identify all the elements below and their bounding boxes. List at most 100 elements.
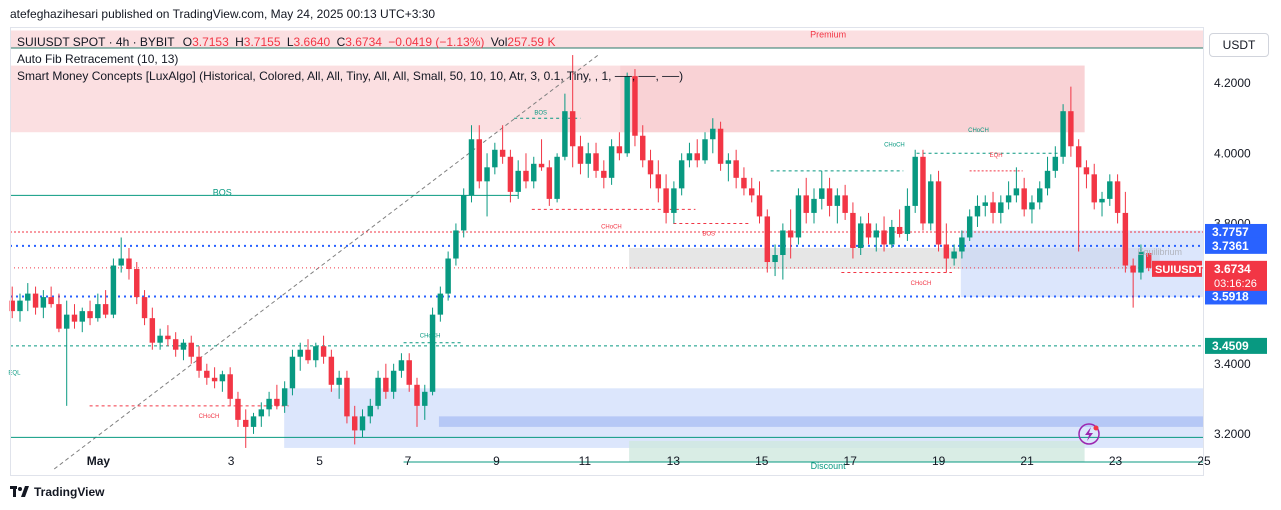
candle	[414, 377, 420, 427]
candle-body	[507, 156, 514, 192]
candle-body	[1013, 188, 1020, 196]
candle	[640, 125, 646, 168]
candle	[974, 195, 981, 227]
candle-body	[398, 360, 405, 371]
candle-body	[118, 258, 124, 266]
candle	[904, 188, 911, 241]
candle	[920, 149, 926, 231]
candle-body	[1130, 265, 1136, 273]
candle-body	[235, 398, 241, 420]
candle	[678, 153, 685, 196]
candle	[834, 188, 841, 224]
candle-body	[204, 370, 210, 378]
candle-body	[95, 304, 101, 319]
candle	[741, 167, 747, 196]
candle	[211, 367, 218, 389]
lightning-icon-ring	[1078, 423, 1100, 445]
candle-body	[850, 212, 856, 248]
currency-button[interactable]: USDT	[1209, 33, 1269, 57]
symbol-label[interactable]: SUIUSDT SPOT · 4h · BYBIT	[17, 35, 175, 49]
candle	[32, 286, 39, 315]
candle	[110, 258, 117, 319]
candle-body	[748, 188, 755, 196]
x-tick-label: 13	[667, 454, 681, 468]
y-tick-label: 4.2000	[1214, 76, 1251, 90]
candle	[1083, 160, 1090, 189]
candle	[577, 135, 584, 175]
candle-body	[289, 356, 296, 389]
high-value: 3.7155	[243, 35, 281, 49]
indicator-smc[interactable]: Smart Money Concepts [LuxAlgo] (Historic…	[17, 69, 684, 83]
candle	[772, 244, 778, 277]
candle-body	[733, 160, 739, 178]
y-tick-label: 3.4000	[1214, 357, 1251, 371]
candle-body	[32, 293, 39, 308]
candle	[320, 335, 327, 364]
order-block-bear	[620, 65, 1085, 133]
candle	[655, 160, 662, 203]
candle	[865, 212, 872, 245]
price-label-bg	[1205, 288, 1267, 305]
candle-body	[896, 226, 903, 234]
candle-body	[593, 153, 599, 171]
indicator-fib[interactable]: Auto Fib Retracement (10, 13)	[17, 52, 179, 66]
candle-body	[577, 146, 584, 164]
candle	[196, 346, 202, 378]
candle-body	[149, 318, 156, 343]
annotation-eqh: EQH	[990, 153, 1003, 159]
candle	[188, 335, 194, 364]
candle-body	[219, 374, 226, 382]
candle-body	[172, 339, 179, 350]
candle-body	[375, 377, 381, 406]
candle-body	[710, 128, 716, 140]
candle-body	[40, 297, 47, 308]
candle	[429, 307, 436, 396]
candle	[593, 142, 599, 178]
price-label-bg	[1205, 237, 1267, 254]
annotation-choch: CHoCH	[199, 414, 220, 420]
candle	[95, 293, 101, 322]
annotation-discount: Discount	[811, 461, 847, 471]
annotation-choch: CHoCH	[968, 128, 989, 134]
candle	[1013, 167, 1020, 203]
candle	[336, 370, 342, 399]
candle-body	[157, 335, 163, 343]
publisher-line: atefeghazihesari published on TradingVie…	[10, 7, 436, 21]
candle-body	[756, 195, 763, 217]
volume-label: Vol	[490, 35, 508, 49]
candle-body	[655, 174, 662, 189]
close-label: C	[336, 35, 346, 49]
candle-body	[531, 163, 537, 182]
candle	[243, 409, 249, 448]
candle-body	[834, 195, 841, 206]
candle-body	[803, 195, 809, 213]
candle-body	[63, 314, 70, 329]
candle-body	[110, 265, 117, 315]
x-tick-label: 9	[493, 454, 500, 468]
lightning-icon[interactable]	[1078, 423, 1100, 445]
candle	[180, 339, 187, 361]
candle-body	[422, 391, 428, 406]
candle-body	[686, 153, 693, 161]
candle	[204, 363, 210, 385]
candle-body	[780, 230, 786, 256]
x-tick-label: 3	[228, 454, 235, 468]
candle	[1021, 177, 1027, 217]
candle-body	[328, 356, 335, 385]
candle-body	[266, 398, 272, 410]
candle-body	[694, 153, 700, 161]
tradingview-footer[interactable]: TradingView	[10, 485, 104, 499]
candle-body	[647, 160, 654, 175]
candle-body	[819, 188, 825, 199]
candle-body	[912, 156, 918, 206]
candle-body	[87, 311, 93, 319]
candle-body	[406, 360, 412, 385]
x-tick-label: 5	[316, 454, 323, 468]
candle	[56, 293, 62, 333]
candle	[1130, 258, 1136, 308]
candle	[40, 290, 47, 319]
candle	[842, 184, 848, 220]
candle-body	[1099, 198, 1105, 203]
candle-body	[811, 198, 817, 213]
